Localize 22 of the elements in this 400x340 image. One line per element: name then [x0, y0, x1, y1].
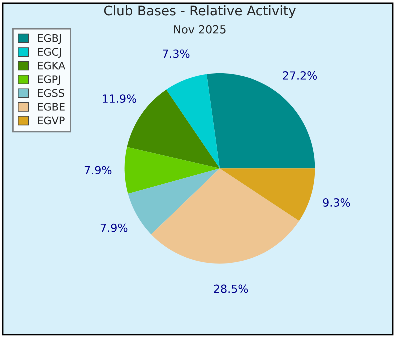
data-label: 9.3% [323, 198, 350, 207]
data-label: 28.5% [214, 284, 248, 294]
data-label: 27.2% [283, 72, 318, 80]
data-label: 7.9% [100, 224, 128, 232]
pie-slice [124, 147, 220, 194]
legend-label: EGKA [38, 62, 66, 70]
legend-label: EGBE [38, 103, 65, 111]
pie-slice [128, 168, 220, 235]
data-label: 7.9% [84, 166, 112, 175]
data-label: 11.9% [103, 94, 136, 104]
legend-label: EGSS [38, 89, 64, 98]
pie-slice [220, 168, 316, 222]
legend-label: EGBJ [38, 34, 62, 44]
legend-label: EGVP [38, 116, 65, 125]
pie-slice [206, 73, 316, 169]
chart-subtitle: Nov 2025 [174, 25, 226, 34]
legend-label: EGCJ [38, 48, 62, 58]
pie-slice [151, 168, 300, 264]
data-label: 7.3% [163, 50, 190, 58]
pie-slice [166, 74, 220, 169]
legend-label: EGPJ [38, 76, 60, 86]
chart-title: Club Bases - Relative Activity [104, 6, 296, 18]
